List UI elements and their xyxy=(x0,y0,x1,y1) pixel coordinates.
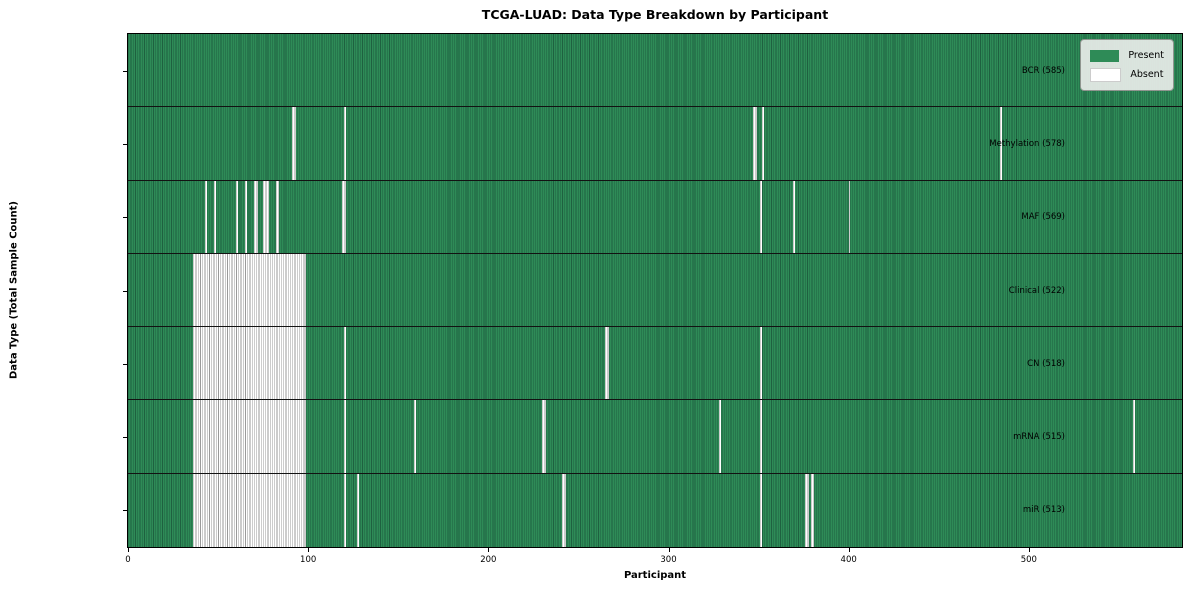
absent-segment xyxy=(562,473,566,547)
absent-segment xyxy=(718,400,721,473)
y-tick-label-mrna: mRNA (515) xyxy=(1013,432,1065,443)
legend: Present Absent xyxy=(1080,39,1174,91)
absent-segment xyxy=(760,400,763,473)
legend-label-absent: Absent xyxy=(1130,69,1164,80)
y-tick-label-bcr: BCR (585) xyxy=(1021,65,1065,76)
absent-segment xyxy=(192,473,307,547)
present-swatch-icon xyxy=(1090,49,1120,62)
heatmap-row-cn xyxy=(128,327,1182,401)
absent-segment xyxy=(342,180,346,253)
heatmap-row-mrna xyxy=(128,400,1182,474)
x-tick-label: 100 xyxy=(300,555,317,565)
absent-segment xyxy=(1000,107,1002,180)
chart-title: TCGA-LUAD: Data Type Breakdown by Partic… xyxy=(481,7,829,22)
absent-segment xyxy=(263,180,269,253)
absent-swatch-icon xyxy=(1090,67,1122,82)
absent-segment xyxy=(192,400,307,473)
absent-segment xyxy=(356,473,359,547)
absent-segment xyxy=(344,473,346,547)
absent-segment xyxy=(753,107,757,180)
heatmap-row-methylation xyxy=(128,107,1182,181)
absent-segment xyxy=(792,180,795,253)
absent-segment xyxy=(275,180,280,253)
absent-segment xyxy=(760,180,763,253)
absent-segment xyxy=(291,107,296,180)
y-tick-mark xyxy=(123,217,127,219)
absent-segment xyxy=(605,327,610,400)
heatmap-row-maf xyxy=(128,180,1182,254)
absent-segment xyxy=(810,473,815,547)
heatmap-row-clinical xyxy=(128,253,1182,328)
y-tick-label-clinical: Clinical (522) xyxy=(1008,285,1065,296)
x-tick-label: 300 xyxy=(660,555,677,565)
x-tick-label: 0 xyxy=(125,555,131,565)
absent-segment xyxy=(344,107,346,180)
present-bars xyxy=(128,107,1182,180)
x-tick-label: 400 xyxy=(840,555,857,565)
y-tick-label-maf: MAF (569) xyxy=(1021,212,1065,223)
absent-segment xyxy=(805,473,810,547)
heatmap-row-bcr xyxy=(128,34,1182,108)
absent-segment xyxy=(848,180,851,253)
plot-area xyxy=(127,33,1183,548)
x-tick-mark xyxy=(668,548,670,552)
y-tick-mark xyxy=(123,510,127,512)
absent-segment xyxy=(414,400,417,473)
present-bars xyxy=(128,34,1182,107)
legend-item-absent: Absent xyxy=(1090,65,1164,84)
absent-segment xyxy=(1133,400,1136,473)
x-tick-label: 200 xyxy=(480,555,497,565)
x-tick-mark xyxy=(488,548,490,552)
legend-item-present: Present xyxy=(1090,46,1164,65)
x-tick-mark xyxy=(848,548,850,552)
absent-segment xyxy=(192,327,307,400)
absent-segment xyxy=(236,180,238,253)
absent-segment xyxy=(205,180,208,253)
absent-segment xyxy=(542,400,546,473)
y-tick-mark xyxy=(123,437,127,439)
absent-segment xyxy=(192,253,307,327)
absent-segment xyxy=(245,180,247,253)
y-axis-label: Data Type (Total Sample Count) xyxy=(8,200,20,380)
x-tick-mark xyxy=(1028,548,1030,552)
legend-label-present: Present xyxy=(1128,50,1164,61)
y-tick-label-methylation: Methylation (578) xyxy=(989,138,1065,149)
y-tick-mark xyxy=(123,290,127,292)
absent-segment xyxy=(344,400,346,473)
y-tick-mark xyxy=(123,70,127,72)
x-axis-label: Participant xyxy=(623,570,687,581)
heatmap-row-mir xyxy=(128,473,1182,547)
x-tick-mark xyxy=(308,548,310,552)
absent-segment xyxy=(760,473,763,547)
absent-segment xyxy=(762,107,764,180)
x-tick-label: 500 xyxy=(1020,555,1037,565)
absent-segment xyxy=(760,327,763,400)
absent-segment xyxy=(214,180,217,253)
present-bars xyxy=(128,180,1182,253)
y-tick-label-cn: CN (518) xyxy=(1027,358,1065,369)
y-tick-mark xyxy=(123,143,127,145)
absent-segment xyxy=(344,327,346,400)
y-tick-label-mir: miR (513) xyxy=(1022,505,1065,516)
absent-segment xyxy=(254,180,258,253)
y-tick-mark xyxy=(123,363,127,365)
x-tick-mark xyxy=(128,548,129,552)
